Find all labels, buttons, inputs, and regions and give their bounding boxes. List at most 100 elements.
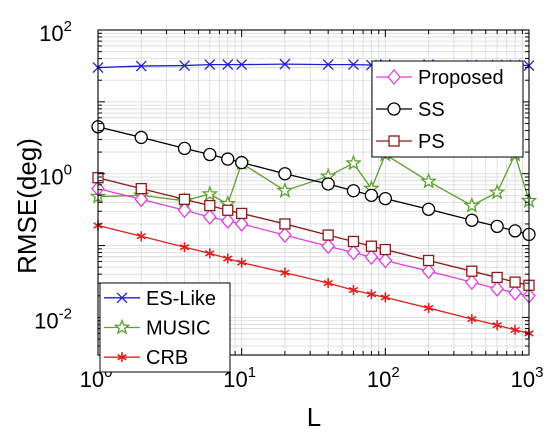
asterisk-marker — [423, 303, 434, 314]
x-marker — [279, 58, 291, 70]
square-marker — [509, 276, 521, 288]
circle-marker — [421, 202, 436, 216]
y-axis-label: RMSE(deg) — [12, 138, 42, 274]
series-ss — [91, 120, 536, 242]
legend-label-music: MUSIC — [146, 318, 210, 340]
diamond-marker — [346, 244, 361, 261]
asterisk-marker — [236, 257, 247, 268]
asterisk-marker — [222, 253, 233, 264]
circle-marker — [508, 224, 522, 238]
series-ps — [92, 172, 535, 291]
diamond-marker — [177, 202, 192, 219]
series-layer — [89, 58, 538, 339]
square-marker — [204, 199, 216, 212]
diamond-marker — [490, 280, 504, 297]
circle-marker — [134, 130, 148, 145]
y-tick-label: 102 — [39, 18, 72, 46]
asterisk-marker — [117, 352, 127, 363]
series-crb — [93, 220, 534, 339]
x-tick-label: 102 — [367, 364, 400, 392]
legend-entry-crb: CRB — [104, 347, 188, 369]
diamond-marker — [220, 212, 235, 229]
x-marker — [116, 292, 128, 304]
series-line-music — [97, 152, 530, 207]
star-marker — [113, 318, 131, 335]
x-marker — [222, 59, 234, 71]
legend-top-right: Proposed SS PS — [371, 60, 524, 158]
asterisk-marker — [467, 314, 477, 325]
x-marker — [322, 59, 334, 71]
y-tick-label-exponent: -2 — [59, 305, 72, 322]
legend-label-crb: CRB — [146, 347, 188, 369]
asterisk-marker — [179, 242, 190, 253]
circle-marker — [321, 177, 335, 191]
star-marker — [201, 185, 219, 202]
legend-label-ps: PS — [418, 131, 445, 153]
asterisk-marker — [136, 231, 146, 242]
diamond-marker — [508, 284, 522, 301]
legend-entry-ps: PS — [376, 131, 445, 153]
legend-label-ss: SS — [418, 99, 445, 121]
diamond-marker — [134, 191, 149, 208]
square-marker — [422, 254, 435, 267]
asterisk-marker — [348, 285, 359, 296]
legend-bottom-left: ES-Like MUSIC CRB — [99, 282, 231, 373]
y-tick-label-base: 10 — [39, 21, 63, 46]
legends: Proposed SS PS ES-Like MUSIC CRB — [99, 60, 524, 373]
series-line-ps — [97, 177, 530, 286]
y-tick-label-base: 10 — [39, 165, 63, 190]
x-marker — [348, 59, 359, 71]
legend-entry-ss: SS — [376, 99, 445, 121]
series-proposed — [91, 180, 536, 304]
square-marker — [222, 204, 234, 216]
legend-label-proposed: Proposed — [418, 67, 504, 89]
circle-marker — [378, 191, 392, 206]
square-marker — [236, 207, 248, 220]
x-tick-label-base: 10 — [367, 367, 391, 392]
asterisk-marker — [380, 292, 391, 303]
diamond-marker — [321, 238, 336, 255]
asterisk-marker — [205, 248, 215, 259]
y-tick-label: 100 — [39, 162, 72, 190]
star-marker — [463, 196, 481, 213]
x-tick-label-exponent: 1 — [248, 364, 256, 381]
star-marker — [345, 154, 362, 171]
plot-frame — [97, 29, 530, 356]
series-line-proposed — [97, 187, 530, 297]
circle-marker — [235, 155, 249, 170]
legend-entry-proposed: Proposed — [376, 67, 504, 89]
series-line-ss — [97, 126, 530, 236]
asterisk-marker — [280, 267, 290, 278]
diamond-marker — [378, 252, 393, 269]
asterisk-marker — [510, 324, 520, 335]
square-marker — [491, 271, 503, 284]
circle-marker — [203, 147, 217, 162]
series-line-crb — [97, 224, 530, 335]
square-marker — [379, 243, 391, 256]
grid — [98, 30, 529, 355]
diamond-marker — [387, 69, 401, 85]
x-tick-label-exponent: 2 — [391, 364, 399, 381]
x-tick-label-base: 10 — [511, 367, 535, 392]
diamond-marker — [464, 274, 479, 291]
x-tick-label: 103 — [511, 364, 544, 392]
star-marker — [276, 181, 294, 198]
star-marker — [420, 172, 438, 189]
square-marker — [279, 218, 291, 230]
plot-border — [97, 29, 530, 356]
circle-marker — [387, 102, 401, 116]
circle-marker — [490, 219, 504, 234]
legend-label-es-like: ES-Like — [146, 288, 216, 310]
y-tick-label-exponent: 0 — [64, 162, 72, 179]
y-tick-label: 10-2 — [34, 305, 72, 333]
circle-marker — [346, 184, 361, 198]
asterisk-marker — [492, 320, 502, 331]
x-marker — [236, 59, 248, 71]
x-tick-label-exponent: 3 — [535, 364, 543, 381]
diamond-marker — [278, 227, 292, 244]
circle-marker — [465, 213, 479, 227]
x-marker — [179, 60, 190, 72]
legend-entry-es-like: ES-Like — [104, 288, 216, 310]
square-marker — [466, 265, 478, 277]
